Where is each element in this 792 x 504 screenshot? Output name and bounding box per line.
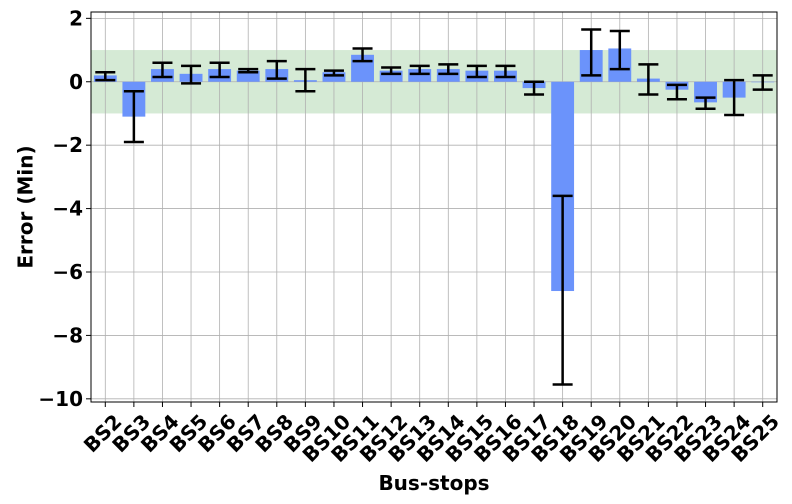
y-tick-label: 2	[69, 6, 83, 30]
y-tick-label: −10	[38, 387, 83, 411]
y-tick-label: 0	[69, 70, 83, 94]
y-tick-label: −8	[52, 323, 83, 347]
y-tick-label: −2	[52, 133, 83, 157]
errorbar-bs24	[724, 78, 745, 117]
errorbar-bs9	[295, 67, 316, 93]
errorbar-bs5	[181, 64, 202, 85]
errorbar-bs14	[438, 63, 459, 76]
bar-bs13	[408, 69, 432, 82]
errorbar-bs13	[409, 64, 430, 76]
errorbar-bs23	[695, 96, 716, 110]
bar-bs7	[236, 70, 260, 82]
errorbar-bs3	[123, 90, 144, 144]
y-axis-label: Error (Min)	[14, 145, 38, 268]
errorbar-bs25	[752, 74, 773, 91]
errorbar-bs18	[552, 194, 573, 386]
errorbar-bs20	[609, 29, 630, 71]
errorbar-bs22	[666, 83, 687, 101]
x-tick-layer: BS2BS3BS4BS5BS6BS7BS8BS9BS10BS11BS12BS13…	[79, 402, 784, 467]
errorbar-bs7	[238, 67, 259, 74]
errorbar-bs16	[495, 64, 516, 79]
errorbar-bs8	[266, 59, 287, 80]
errorbar-layer	[95, 28, 773, 386]
errorbar-bs21	[638, 63, 659, 96]
errorbar-bs19	[581, 28, 602, 77]
y-tick-layer: 2 0 −2 −4 −6 −8 −10	[38, 6, 91, 411]
errorbar-bs15	[466, 64, 487, 79]
y-tick-label: −6	[52, 260, 83, 284]
grid-layer	[91, 12, 777, 402]
errorbar-bs17	[524, 80, 545, 96]
bar-bs14	[436, 69, 460, 82]
plot-frame	[90, 11, 778, 403]
errorbar-bs10	[323, 69, 344, 77]
bar-bs18	[551, 81, 575, 292]
x-axis-label: Bus-stops	[378, 471, 489, 495]
bar-bs10	[322, 72, 346, 82]
errorbar-bs12	[381, 66, 402, 76]
errorbar-bs11	[352, 47, 373, 63]
errorbar-bs6	[209, 61, 230, 79]
errorbar-bs2	[95, 70, 116, 82]
errorbar-bs4	[152, 61, 173, 79]
bar-bs12	[379, 70, 403, 82]
y-tick-label: −4	[52, 197, 83, 221]
